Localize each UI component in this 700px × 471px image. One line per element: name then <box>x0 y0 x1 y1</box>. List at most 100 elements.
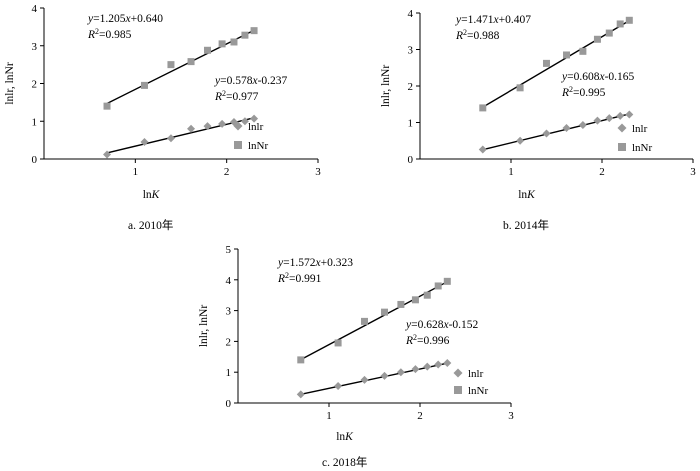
data-point-lnNr <box>516 84 524 92</box>
r-squared-value: R2=0.991 <box>277 271 322 285</box>
r-squared-value: R2=0.996 <box>405 333 450 347</box>
x-tick-label: 2 <box>224 166 230 178</box>
x-axis-title: lnK <box>518 189 536 201</box>
y-tick-label: 1 <box>408 118 414 130</box>
data-point-lnlr <box>103 150 112 159</box>
data-point-lnNr <box>334 339 342 347</box>
data-point-lnlr <box>516 136 525 145</box>
y-tick-label: 3 <box>408 45 414 57</box>
trend-line-lnNr <box>300 281 448 361</box>
data-point-lnlr <box>250 114 259 123</box>
chart-caption: c. 2018年 <box>322 455 367 469</box>
y-tick-label: 1 <box>226 367 232 379</box>
legend-label-lnNr: lnNr <box>248 140 269 152</box>
y-tick-label: 1 <box>32 116 38 128</box>
legend-marker-lnNr <box>454 386 462 394</box>
trend-line-lnlr <box>482 113 630 151</box>
y-axis-title: lnlr, lnNr <box>380 65 392 108</box>
y-tick-label: 4 <box>32 3 38 15</box>
series-lnNr <box>103 27 258 110</box>
chart-caption: b. 2014年 <box>503 218 549 232</box>
data-point-lnNr <box>605 29 613 37</box>
data-point-lnlr <box>218 119 227 128</box>
series-lnlr <box>296 358 452 399</box>
legend-label-lnlr: lnlr <box>468 368 484 380</box>
data-point-lnNr <box>381 308 389 316</box>
data-point-lnNr <box>423 291 431 299</box>
y-tick-label: 0 <box>408 154 414 166</box>
data-point-lnNr <box>593 35 601 43</box>
data-point-lnNr <box>397 300 405 308</box>
y-tick-label: 0 <box>226 398 232 410</box>
y-tick-label: 3 <box>32 41 38 53</box>
data-point-lnlr <box>478 145 487 154</box>
data-point-lnNr <box>479 104 487 112</box>
legend: lnlr lnNr <box>233 121 269 152</box>
r-squared-value: R2=0.995 <box>561 85 606 99</box>
x-axis-title-main: ln <box>518 189 527 201</box>
legend: lnlr lnNr <box>617 123 653 154</box>
y-tick-label: 2 <box>32 79 38 91</box>
y-tick-label: 2 <box>408 81 414 93</box>
legend-label-lnNr: lnNr <box>468 385 489 397</box>
data-point-lnNr <box>434 282 442 290</box>
data-point-lnlr <box>411 365 420 374</box>
series-lnlr <box>478 110 634 154</box>
regression-equation: y=1.572x+0.323 <box>277 257 353 269</box>
regression-equation: y=0.628x-0.152 <box>405 319 479 331</box>
data-point-lnlr <box>360 375 369 384</box>
legend-label-lnlr: lnlr <box>248 121 264 133</box>
data-point-lnlr <box>396 368 405 377</box>
data-point-lnNr <box>218 40 226 48</box>
data-point-lnlr <box>593 116 602 125</box>
data-point-lnlr <box>434 360 443 369</box>
data-point-lnNr <box>542 59 550 67</box>
data-point-lnlr <box>423 362 432 371</box>
y-tick-label: 5 <box>226 244 232 256</box>
y-axis-title: lnlr, lnNr <box>198 305 210 348</box>
trend-line-lnNr <box>106 29 255 105</box>
legend-marker-lnNr <box>618 143 626 151</box>
data-point-lnlr <box>140 138 149 147</box>
x-axis-title-main: ln <box>336 431 345 443</box>
r-squared-value: R2=0.988 <box>455 28 500 42</box>
data-point-lnNr <box>443 277 451 285</box>
data-point-lnlr <box>542 129 551 138</box>
r-squared-value: R2=0.985 <box>87 27 132 41</box>
data-point-lnNr <box>230 38 238 46</box>
regression-equation: y=1.471x+0.407 <box>455 14 531 26</box>
legend: lnlr lnNr <box>453 368 489 397</box>
regression-equation: y=0.608x-0.165 <box>561 71 635 83</box>
data-point-lnNr <box>579 47 587 55</box>
legend-marker-lnlr <box>617 123 627 133</box>
chart-caption: a. 2010年 <box>128 218 173 232</box>
x-tick-label: 3 <box>508 410 514 422</box>
data-point-lnNr <box>297 356 305 364</box>
legend-label-lnNr: lnNr <box>632 142 653 154</box>
data-point-lnNr <box>203 46 211 54</box>
x-axis-title-italic: K <box>526 189 536 201</box>
y-tick-label: 4 <box>226 275 232 287</box>
x-tick-label: 1 <box>133 166 139 178</box>
data-point-lnlr <box>203 122 212 131</box>
data-point-lnNr <box>241 31 249 39</box>
data-point-lnNr <box>563 51 571 59</box>
data-point-lnNr <box>411 296 419 304</box>
data-point-lnNr <box>625 16 633 24</box>
x-tick-label: 2 <box>599 166 605 178</box>
data-point-lnlr <box>166 134 175 143</box>
data-point-lnNr <box>167 61 175 69</box>
data-point-lnNr <box>250 27 258 35</box>
regression-equation: y=1.205x+0.640 <box>87 13 163 25</box>
data-point-lnlr <box>625 110 634 119</box>
trend-line-lnNr <box>482 20 630 108</box>
legend-marker-lnlr <box>233 121 243 131</box>
x-tick-label: 1 <box>508 166 514 178</box>
data-point-lnlr <box>187 124 196 133</box>
data-point-lnlr <box>380 371 389 380</box>
x-axis-title-main: ln <box>143 189 152 201</box>
y-tick-label: 3 <box>226 306 232 318</box>
data-point-lnlr <box>296 390 305 399</box>
x-tick-label: 2 <box>417 410 423 422</box>
legend-label-lnlr: lnlr <box>632 123 648 135</box>
